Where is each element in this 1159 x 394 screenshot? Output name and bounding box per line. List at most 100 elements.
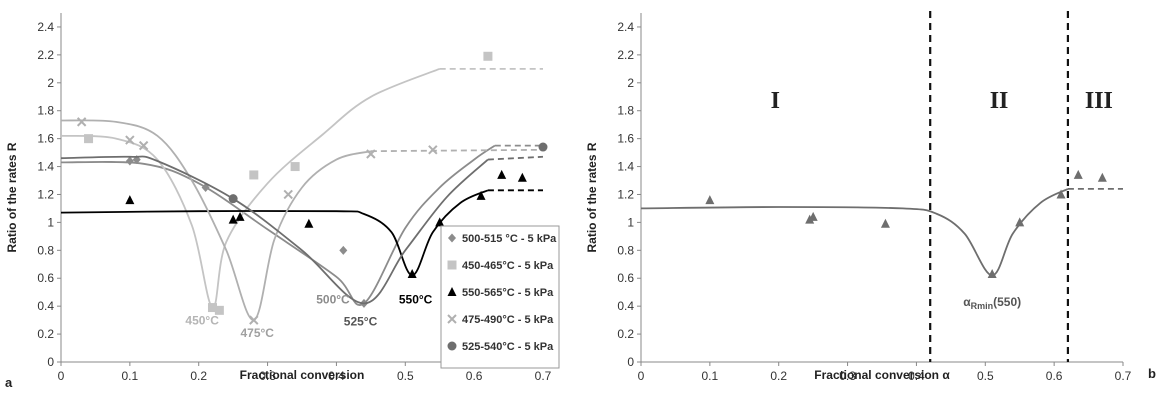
data-point	[84, 134, 94, 144]
data-point	[228, 214, 238, 224]
y-tick-label: 0.4	[37, 299, 54, 313]
minimum-annotation-suffix: (550)	[993, 295, 1021, 309]
legend-entry: 450-465°C - 5 kPa	[462, 260, 554, 272]
y-tick-label: 0	[627, 355, 634, 369]
x-tick-label: 0.6	[466, 369, 483, 383]
panel-a: 0 0.2 0.4 0.6 0.8 1 1.2 1.4 1.6 1.8 2 2.2 2.4 0 0.1 0.2…	[5, 13, 560, 383]
series-fit-curve	[60, 155, 489, 305]
x-tick-label: 0.3	[259, 369, 276, 383]
series-fit-curve	[60, 67, 441, 309]
data-point	[435, 217, 445, 227]
y-tick-label: 1.8	[37, 104, 54, 118]
data-point	[249, 170, 259, 180]
y-tick-label: 0.4	[617, 299, 634, 313]
region-label: II	[990, 88, 1009, 114]
x-tick-label: 0.5	[397, 369, 414, 383]
data-point	[290, 162, 300, 172]
y-tick-label: 0.2	[617, 327, 634, 341]
data-point	[1015, 217, 1025, 227]
legend-entry: 500-515 °C - 5 kPa	[462, 233, 557, 245]
x-tick-label: 0.4	[328, 369, 345, 383]
curve-annotation: 525°C	[344, 315, 378, 329]
data-point	[283, 189, 293, 200]
series-fit-curve	[640, 188, 1069, 277]
region-label: I	[771, 88, 780, 114]
y-tick-label: 0	[47, 355, 54, 369]
data-point	[125, 135, 135, 145]
x-tick-label: 0.2	[190, 369, 207, 383]
x-tick-label: 0.2	[770, 369, 787, 383]
region-label: III	[1085, 88, 1113, 114]
data-point	[339, 245, 348, 255]
y-tick-label: 2	[627, 76, 634, 90]
data-point	[366, 149, 376, 159]
legend-entry: 525-540°C - 5 kPa	[462, 341, 554, 353]
data-point	[249, 315, 259, 325]
data-point	[476, 190, 486, 200]
series-fit-curve	[60, 144, 496, 306]
x-tick-label: 0.7	[535, 369, 552, 383]
minimum-annotation: αRmin(550)	[963, 295, 1021, 311]
legend-box	[440, 225, 560, 369]
x-tick-label: 0	[58, 369, 65, 383]
panel-a-letter: a	[5, 375, 13, 390]
y-axis-label: Ratio of the rates R	[585, 142, 599, 252]
data-point	[987, 269, 997, 279]
data-point	[125, 156, 134, 166]
series-fit-curve	[60, 119, 372, 321]
data-point	[125, 195, 135, 205]
x-tick-label: 0.6	[1046, 369, 1063, 383]
legend-marker	[447, 260, 457, 270]
curve-annotation: 450°C	[185, 313, 219, 327]
data-point	[207, 303, 217, 313]
legend-marker	[448, 233, 456, 243]
panel-b-letter: b	[1148, 366, 1156, 381]
y-tick-label: 2.2	[37, 48, 54, 62]
y-tick-label: 1.4	[617, 160, 634, 174]
legend-entry: 550-565°C - 5 kPa	[462, 287, 554, 299]
x-tick-label: 0.1	[702, 369, 719, 383]
y-tick-label: 0.6	[617, 271, 634, 285]
y-tick-label: 0.2	[37, 327, 54, 341]
curve-annotation: 475°C	[240, 326, 274, 340]
data-point	[483, 51, 493, 61]
x-tick-label: 0	[638, 369, 645, 383]
data-point	[228, 194, 238, 204]
panel-b: 0 0.2 0.4 0.6 0.8 1 1.2 1.4 1.6 1.8 2 2.2 2.4 0 0.1 0.2…	[585, 11, 1132, 383]
y-tick-label: 1.6	[617, 132, 634, 146]
y-axis-label: Ratio of the rates R	[5, 142, 19, 252]
y-tick-label: 1.4	[37, 160, 54, 174]
data-point	[235, 211, 245, 221]
y-tick-label: 2.2	[617, 48, 634, 62]
legend-marker	[447, 287, 457, 296]
data-point	[76, 117, 87, 127]
data-point	[1056, 189, 1066, 199]
series-fit-curve	[60, 189, 489, 277]
data-point	[138, 140, 149, 151]
data-point	[538, 142, 548, 152]
legend-marker	[447, 341, 457, 351]
y-tick-label: 1	[627, 215, 634, 229]
data-point	[304, 218, 314, 228]
y-tick-label: 0.8	[617, 243, 634, 257]
y-tick-label: 1	[47, 215, 54, 229]
data-point	[407, 269, 417, 279]
x-tick-label: 0.1	[122, 369, 139, 383]
x-axis-label: Fractional conversion	[240, 368, 365, 382]
x-axis-label: Fractional conversion α	[814, 368, 950, 382]
x-tick-label: 0.3	[839, 369, 856, 383]
y-tick-label: 2.4	[37, 20, 54, 34]
data-point	[214, 305, 224, 315]
y-tick-label: 0.8	[37, 243, 54, 257]
y-tick-label: 1.8	[617, 104, 634, 118]
data-point	[428, 145, 438, 155]
minimum-annotation-symbol: α	[963, 295, 971, 309]
curve-annotation: 550°C	[399, 292, 433, 306]
y-tick-label: 2.4	[617, 20, 634, 34]
data-point	[880, 218, 890, 228]
y-tick-label: 2	[47, 76, 54, 90]
data-point	[497, 169, 507, 179]
legend-entry: 475-490°C - 5 kPa	[462, 314, 554, 326]
